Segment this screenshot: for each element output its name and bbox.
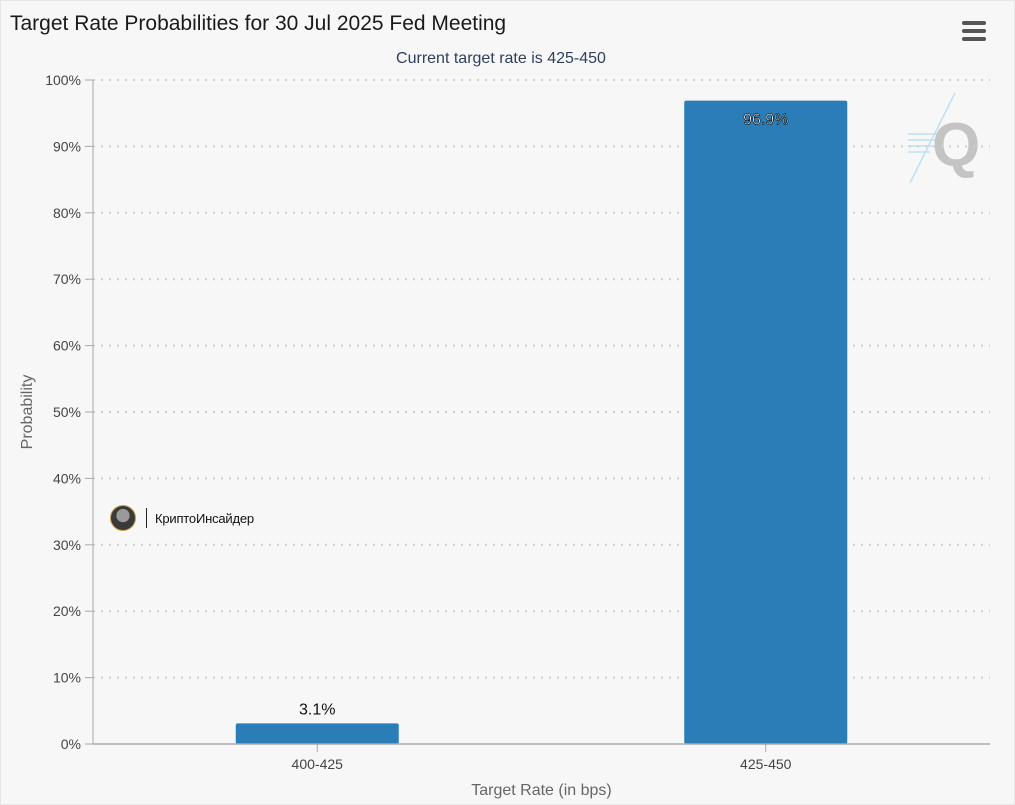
x-axis-ticks: 400-425 425-450 [292,744,792,772]
y-tick-label: 20% [53,603,81,619]
brand-divider [146,508,147,528]
y-tick-label: 60% [53,338,81,354]
bar-425-450[interactable] [684,100,848,745]
y-tick-label: 50% [53,404,81,420]
brand-name: КриптоИнсайдер [155,510,254,526]
svg-text:Q: Q [932,111,980,180]
y-tick-label: 80% [53,205,81,221]
chart-subtitle: Current target rate is 425-450 [396,50,606,67]
y-tick-label: 100% [45,72,81,88]
data-label-400-425: 3.1% [299,701,335,718]
y-axis-ticks: 0% 10% 20% 30% 40% 50% 60% 70% 80% 90% 100% [45,72,93,752]
q-logo-watermark-icon: Q [908,92,980,184]
y-tick-label: 10% [53,670,81,686]
y-tick-label: 40% [53,470,81,486]
bars: 3.1% 96.9% [235,100,848,745]
x-tick-label: 425-450 [740,756,792,772]
data-label-425-450: 96.9% [743,112,788,129]
x-tick-label: 400-425 [292,756,344,772]
grid-lines [93,79,990,679]
hamburger-menu-icon[interactable] [958,16,990,46]
y-tick-label: 30% [53,537,81,553]
y-tick-label: 0% [61,736,81,752]
y-axis-title: Probability [19,375,36,450]
x-axis-title: Target Rate (in bps) [471,782,612,799]
y-tick-label: 70% [53,271,81,287]
brand-watermark: КриптоИнсайдер [110,505,254,531]
chart-title: Target Rate Probabilities for 30 Jul 202… [10,12,507,35]
bar-400-425[interactable] [235,723,399,744]
y-tick-label: 90% [53,138,81,154]
brand-avatar-icon [110,505,136,531]
